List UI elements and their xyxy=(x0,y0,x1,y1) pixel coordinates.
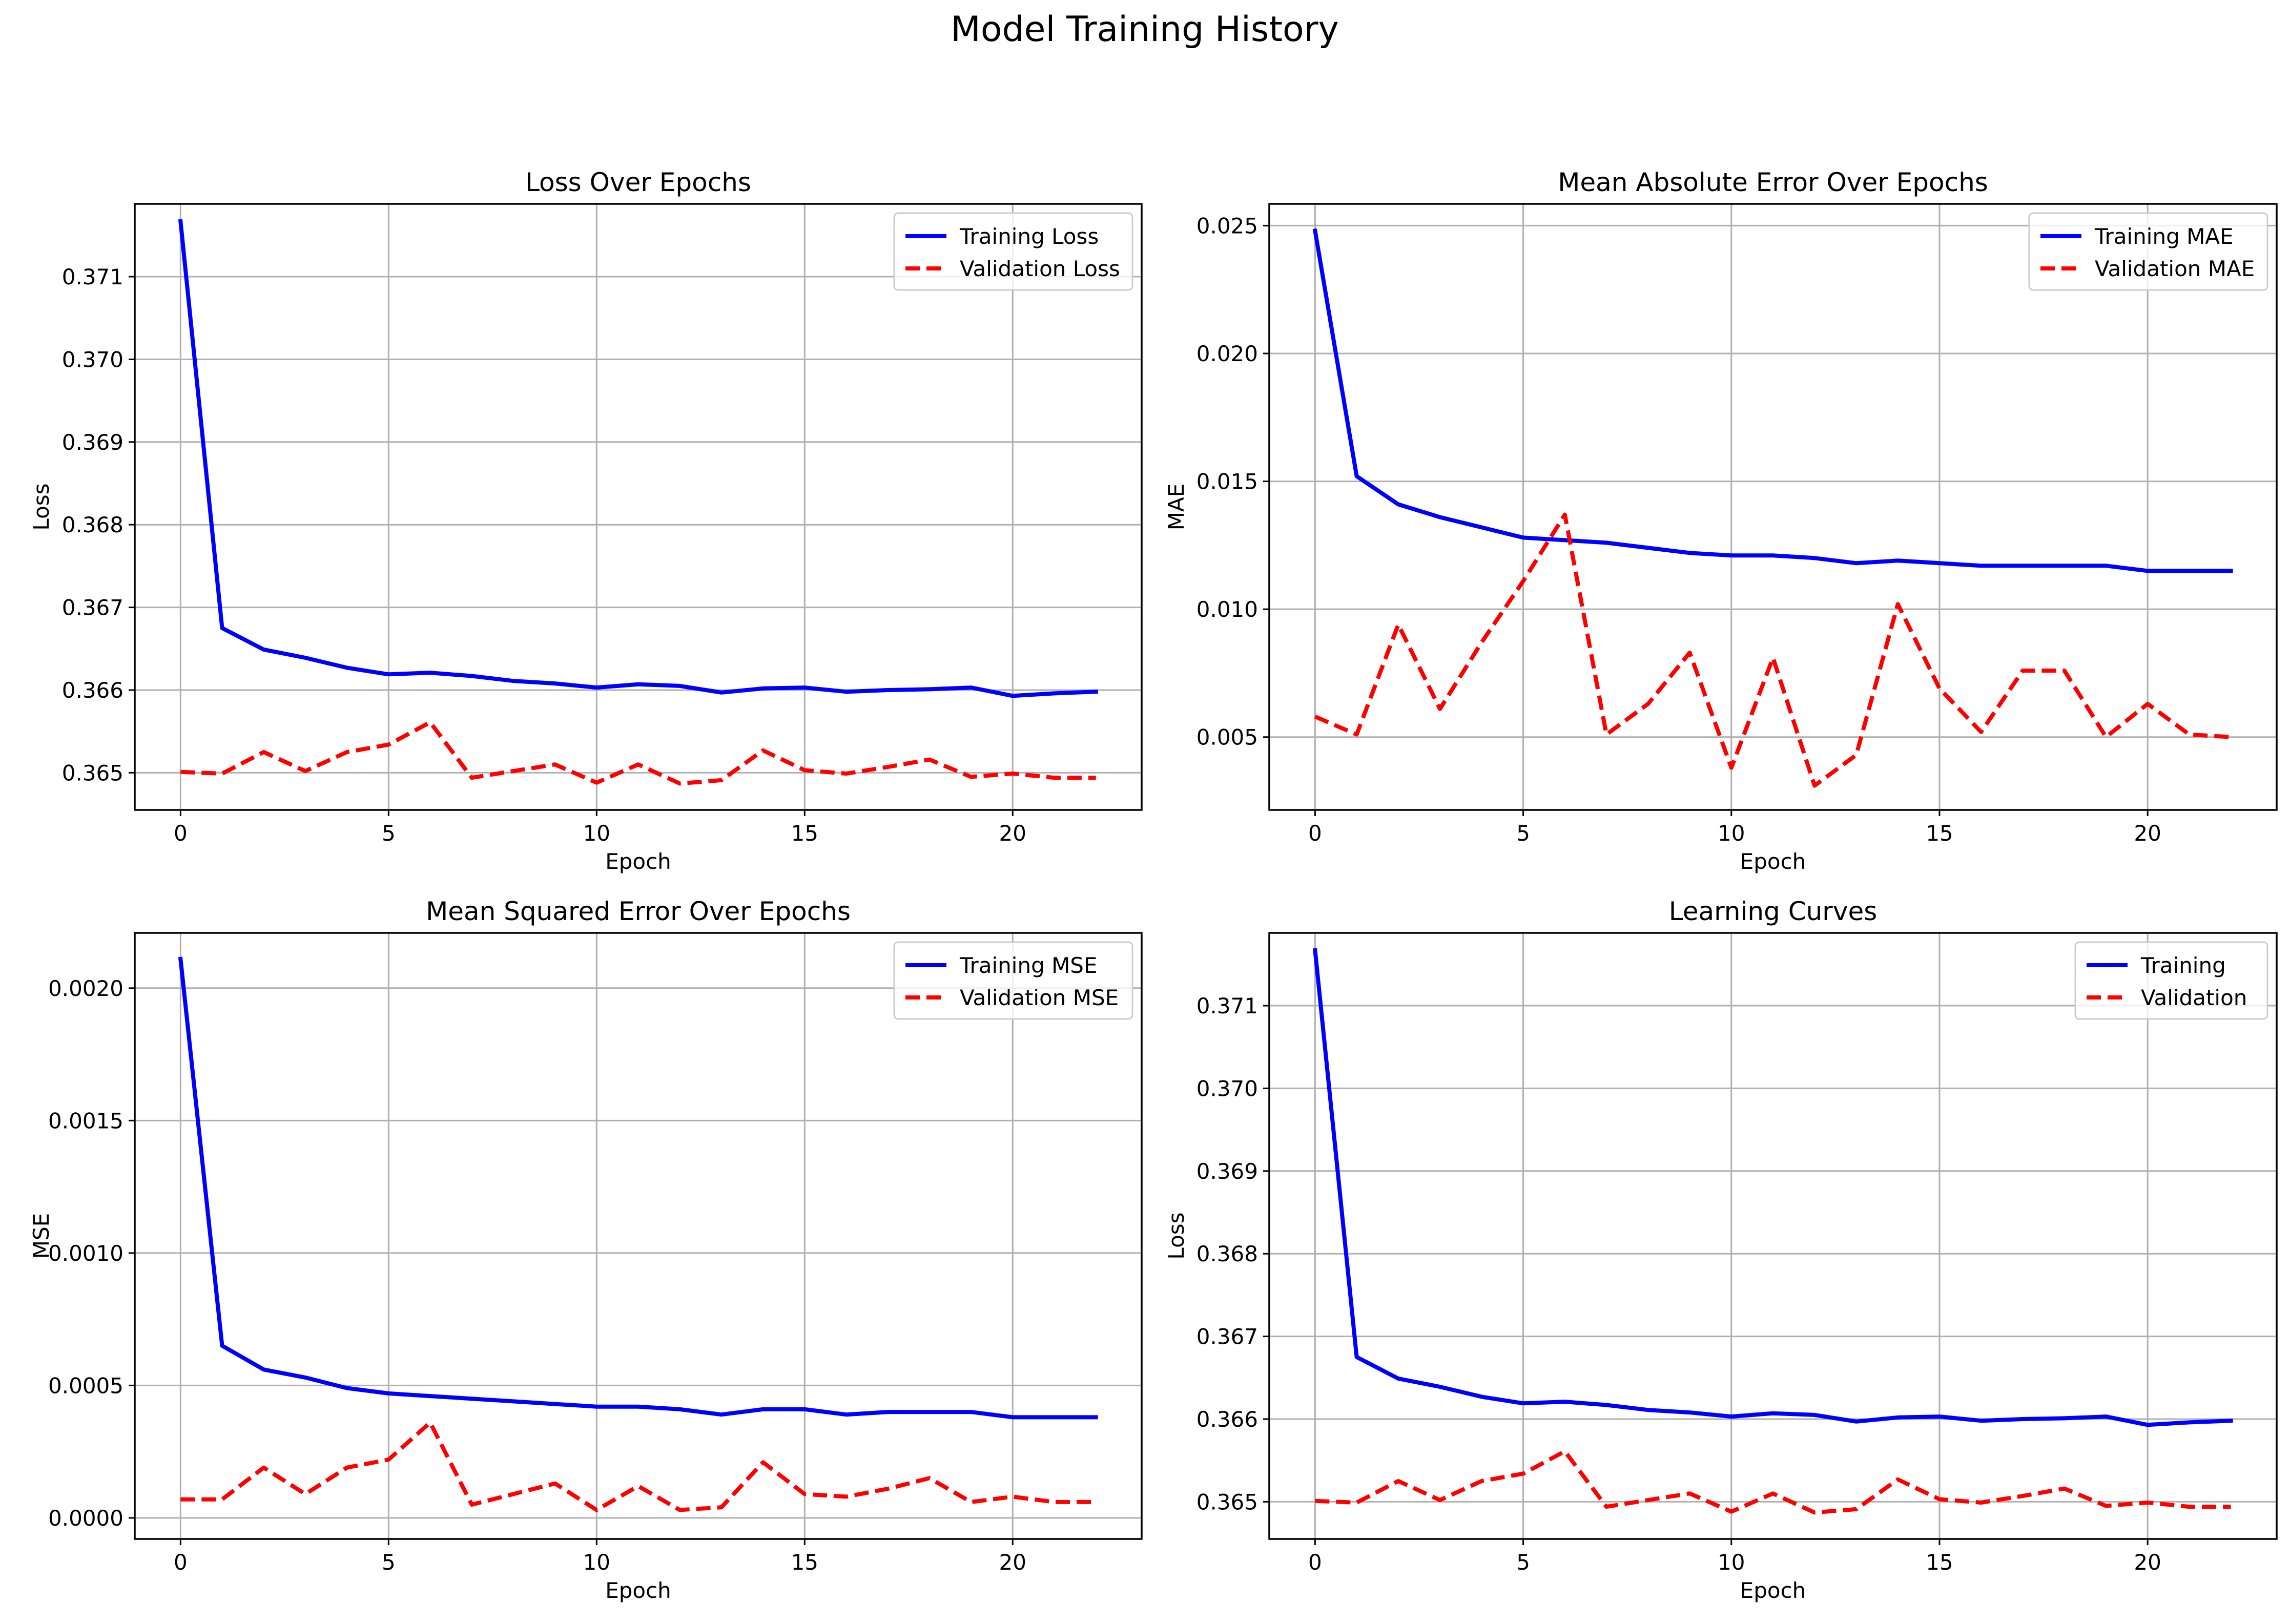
figure-title: Model Training History xyxy=(951,9,1339,50)
x-tick-label: 15 xyxy=(791,821,818,846)
y-tick-label: 0.366 xyxy=(62,678,123,703)
x-tick-label: 0 xyxy=(1308,821,1322,846)
legend-box xyxy=(2028,212,2268,291)
x-axis-label: Epoch xyxy=(1740,849,1806,874)
x-tick-label: 15 xyxy=(1926,821,1953,846)
y-tick-label: 0.010 xyxy=(1196,597,1258,622)
x-tick-label: 10 xyxy=(583,821,610,846)
axes-frame xyxy=(134,203,1143,811)
x-tick-label: 10 xyxy=(1718,1550,1745,1575)
y-axis-label: MSE xyxy=(29,1213,54,1259)
training-series-line xyxy=(1312,228,2233,573)
learning-curves-chart: 0 5 10 15 20 0.365 0.366 0.367 0.368 0.369 0.370 0.… xyxy=(1164,897,2278,1603)
y-tick-label: 0.368 xyxy=(62,512,123,537)
legend-box xyxy=(893,212,1133,291)
validation-series-line xyxy=(180,1420,1096,1512)
x-tick-label: 20 xyxy=(999,1550,1026,1575)
subplot-title: Mean Squared Error Over Epochs xyxy=(426,897,851,926)
training-series-line xyxy=(1313,948,2233,1427)
y-tick-label: 0.369 xyxy=(62,430,123,455)
x-tick-label: 20 xyxy=(2134,821,2161,846)
legend-entry: Training MSE xyxy=(959,953,1098,978)
x-tick-label: 10 xyxy=(583,1550,610,1575)
y-tick-label: 0.020 xyxy=(1196,341,1258,366)
legend-entry: Validation MSE xyxy=(960,985,1119,1010)
mae-chart: 0 5 10 15 20 0.005 0.010 0.015 0.020 0.025 Mean Ab… xyxy=(1164,168,2278,874)
x-axis-label: Epoch xyxy=(605,849,671,874)
x-tick-label: 0 xyxy=(174,1550,188,1575)
y-axis-label: Loss xyxy=(29,483,54,530)
subplot-title: Learning Curves xyxy=(1669,897,1878,926)
legend-entry: Validation MAE xyxy=(2095,256,2255,281)
y-tick-label: 0.015 xyxy=(1196,469,1258,494)
validation-series-line xyxy=(180,720,1096,786)
legend-box xyxy=(2074,941,2268,1020)
subplot-title: Mean Absolute Error Over Epochs xyxy=(1558,168,1988,197)
y-tick-label: 0.370 xyxy=(62,347,123,372)
x-tick-label: 20 xyxy=(2134,1550,2161,1575)
x-tick-label: 0 xyxy=(1308,1550,1322,1575)
axes-frame xyxy=(1268,932,2278,1540)
y-axis-label: MAE xyxy=(1164,484,1189,531)
legend: Training Validation xyxy=(2074,941,2268,1020)
y-tick-label: 0.025 xyxy=(1196,213,1258,238)
axes-frame xyxy=(1268,203,2278,811)
training-series-line xyxy=(178,956,1098,1420)
legend: Training Loss Validation Loss xyxy=(893,212,1133,291)
y-tick-label: 0.365 xyxy=(1196,1489,1258,1514)
validation-series-line xyxy=(1315,1449,2231,1515)
y-tick-label: 0.0005 xyxy=(48,1373,123,1398)
legend: Training MAE Validation MAE xyxy=(2028,212,2268,291)
x-tick-label: 20 xyxy=(999,821,1026,846)
y-tick-label: 0.366 xyxy=(1196,1407,1258,1432)
y-axis-label: Loss xyxy=(1164,1212,1189,1259)
y-tick-label: 0.0015 xyxy=(48,1108,123,1133)
y-tick-label: 0.368 xyxy=(1196,1241,1258,1266)
legend-entry: Validation xyxy=(2141,985,2247,1010)
y-tick-label: 0.0000 xyxy=(48,1506,123,1531)
mse-chart: 0 5 10 15 20 0.0000 0.0005 0.0010 0.0015 0.0020 Me… xyxy=(29,897,1143,1603)
legend-entry: Training MAE xyxy=(2094,224,2234,249)
legend-entry: Training xyxy=(2140,953,2226,978)
axes-frame xyxy=(134,932,1143,1540)
y-tick-label: 0.370 xyxy=(1196,1076,1258,1101)
y-tick-label: 0.005 xyxy=(1196,725,1258,750)
legend-entry: Validation Loss xyxy=(960,256,1120,281)
legend-entry: Training Loss xyxy=(959,224,1099,249)
validation-series-line xyxy=(1314,512,2231,788)
y-tick-label: 0.371 xyxy=(62,264,123,289)
y-tick-label: 0.365 xyxy=(62,760,123,785)
x-tick-label: 10 xyxy=(1718,821,1745,846)
x-tick-label: 5 xyxy=(382,1550,396,1575)
x-axis-label: Epoch xyxy=(605,1578,671,1603)
y-tick-label: 0.0020 xyxy=(48,976,123,1001)
loss-chart: 0 5 10 15 20 0.365 0.366 0.367 0.368 0.369 0.370 0.… xyxy=(29,168,1143,874)
x-axis-label: Epoch xyxy=(1740,1578,1806,1603)
y-tick-label: 0.371 xyxy=(1196,993,1258,1018)
subplot-title: Loss Over Epochs xyxy=(525,168,751,197)
x-tick-label: 5 xyxy=(1516,821,1530,846)
x-tick-label: 15 xyxy=(1926,1550,1953,1575)
y-tick-label: 0.369 xyxy=(1196,1159,1258,1184)
y-tick-label: 0.367 xyxy=(62,595,123,620)
x-tick-label: 15 xyxy=(791,1550,818,1575)
x-tick-label: 0 xyxy=(174,821,188,846)
subplot-grid: 0 5 10 15 20 0.365 0.366 0.367 0.368 0.369 0.370 0.… xyxy=(29,168,2278,1603)
y-tick-label: 0.367 xyxy=(1196,1324,1258,1349)
legend-box xyxy=(893,941,1133,1020)
x-tick-label: 5 xyxy=(1516,1550,1530,1575)
x-tick-label: 5 xyxy=(382,821,396,846)
legend: Training MSE Validation MSE xyxy=(893,941,1133,1020)
training-series-line xyxy=(178,219,1098,698)
y-tick-label: 0.0010 xyxy=(48,1241,123,1266)
